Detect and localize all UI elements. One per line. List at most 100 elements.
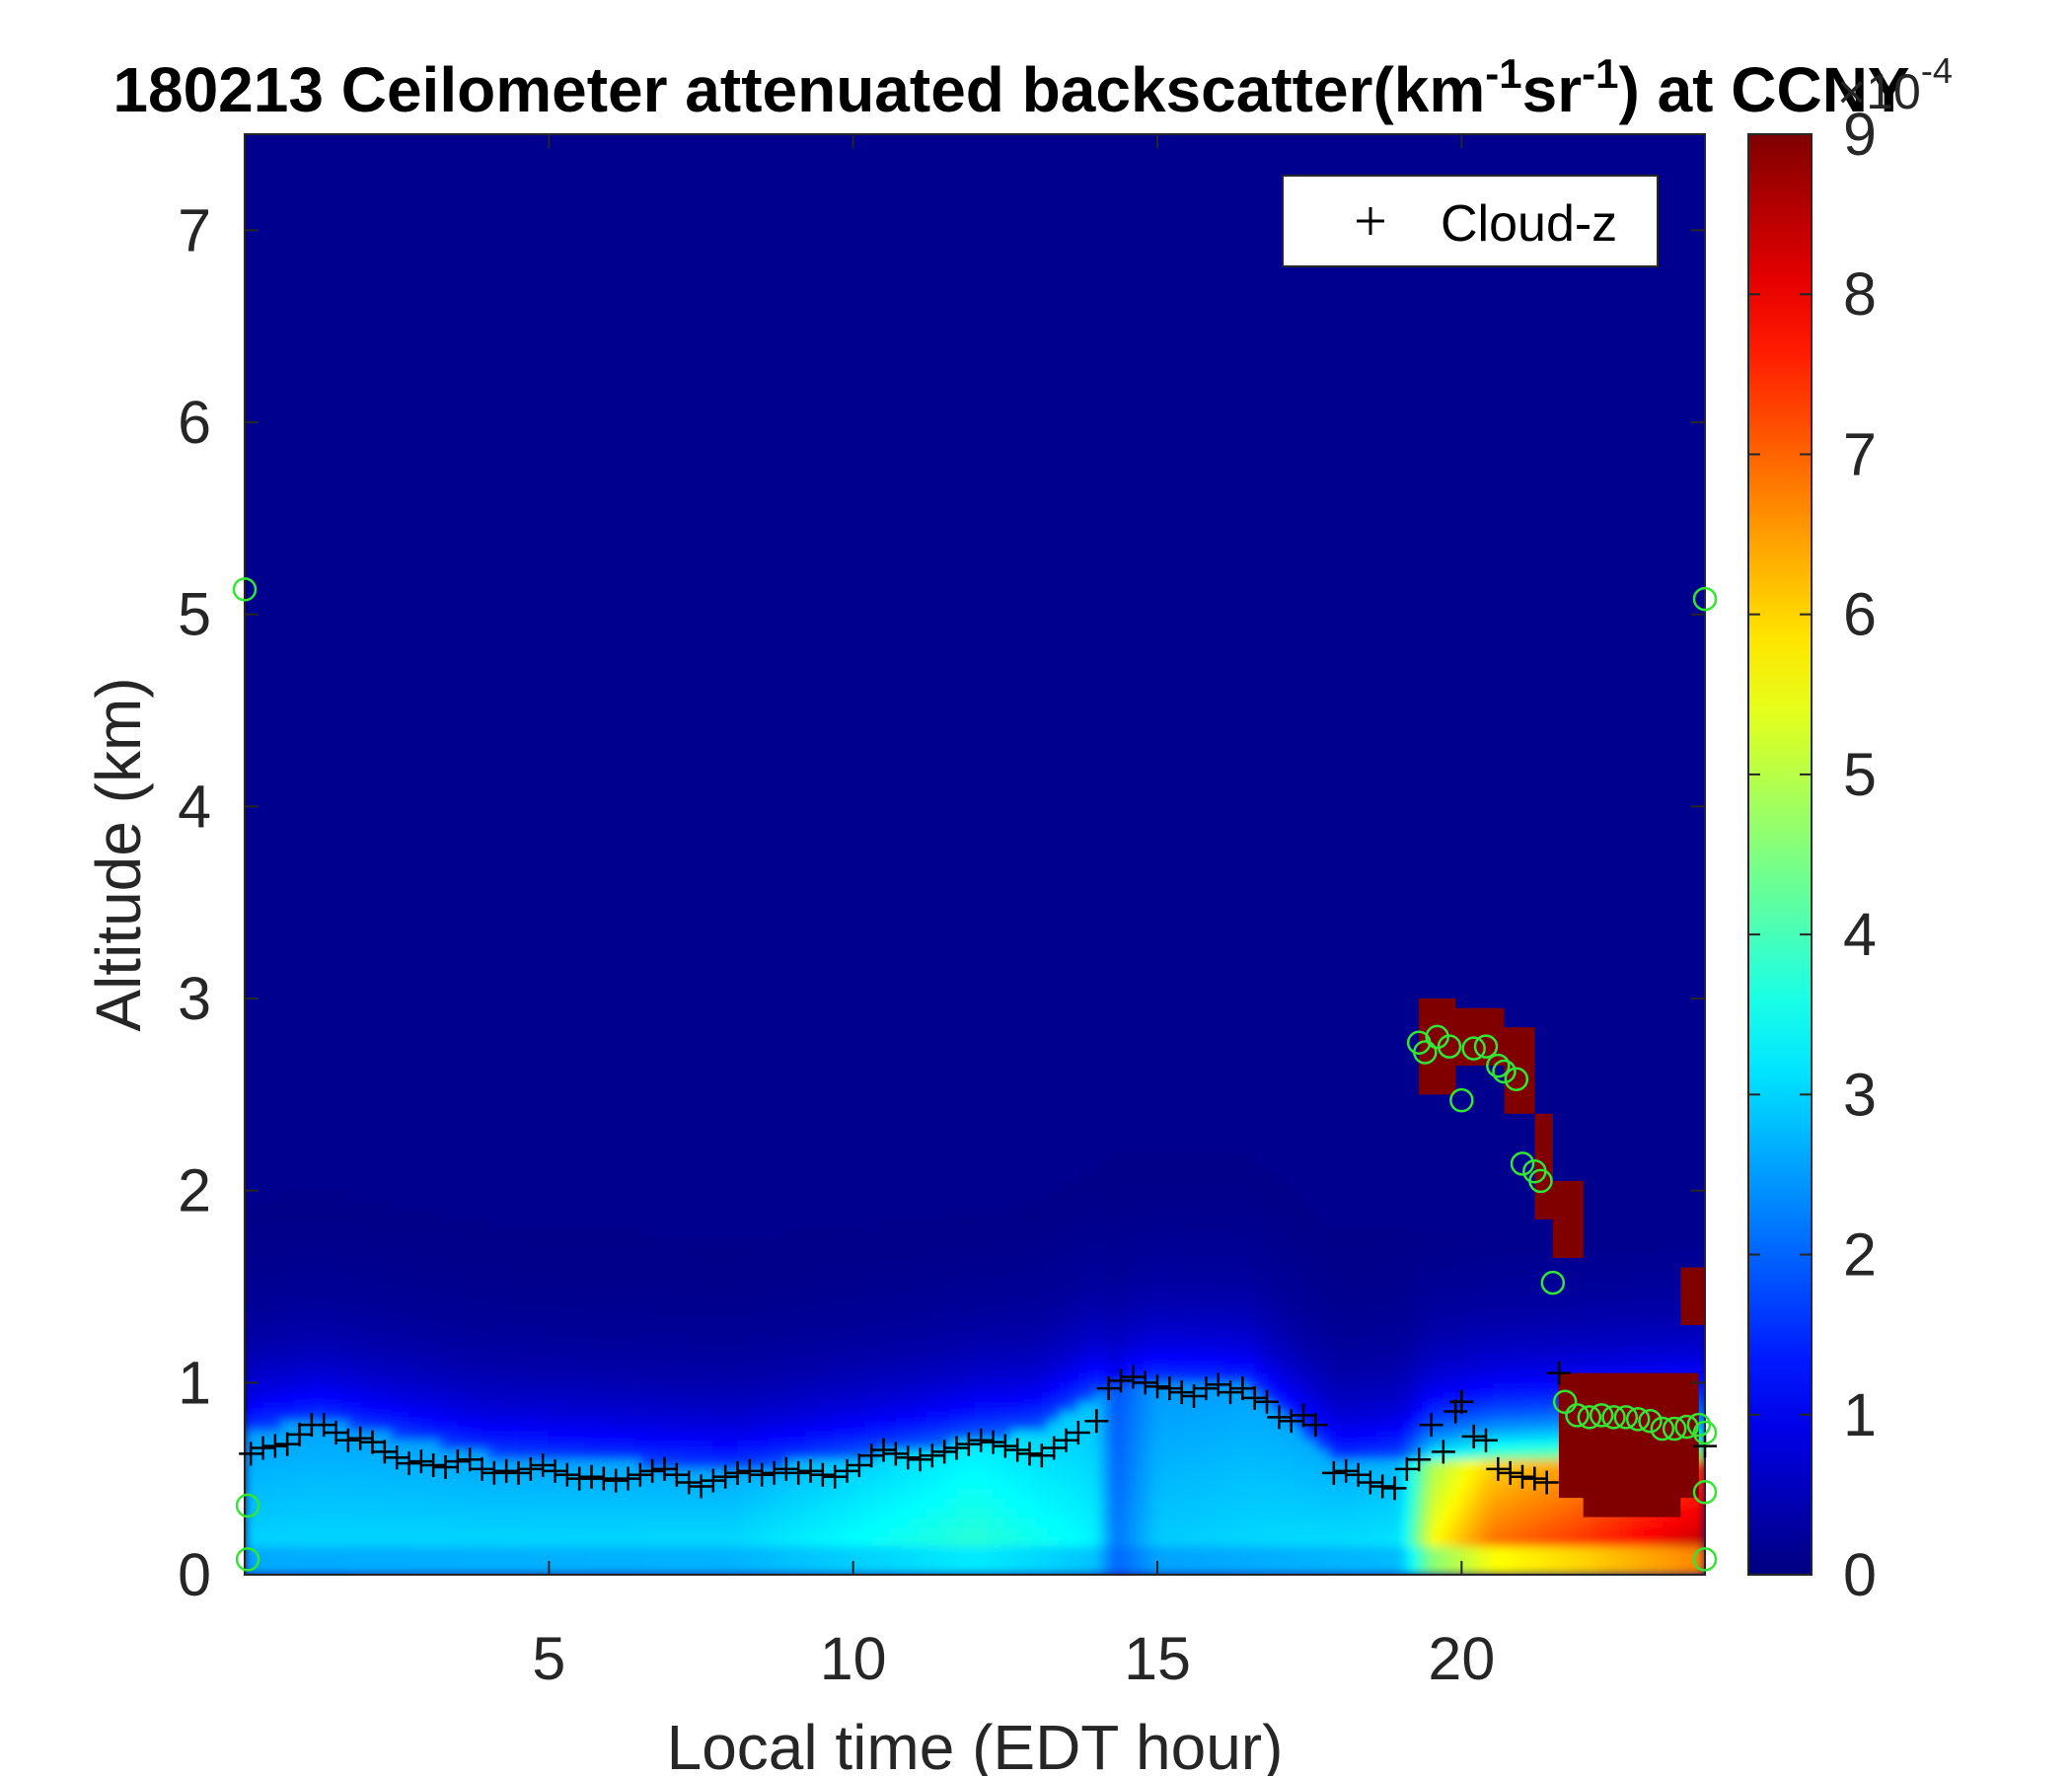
heatmap-cell xyxy=(257,1459,264,1470)
heatmap-cell xyxy=(701,1468,708,1480)
heatmap-cell xyxy=(585,1315,593,1326)
heatmap-cell xyxy=(341,1363,349,1374)
heatmap-cell xyxy=(420,1565,428,1575)
heatmap-cell xyxy=(749,1295,757,1307)
heatmap-cell xyxy=(902,1431,909,1442)
heatmap-cell xyxy=(347,1334,355,1345)
heatmap-cell xyxy=(397,1459,404,1470)
heatmap-cell xyxy=(579,1382,586,1393)
heatmap-cell xyxy=(756,1287,763,1297)
heatmap-cell xyxy=(524,1431,532,1442)
heatmap-cell xyxy=(1029,1238,1037,1249)
heatmap-cell xyxy=(749,1526,757,1537)
heatmap-cell xyxy=(439,1228,447,1239)
heatmap-cell xyxy=(633,1488,641,1499)
heatmap-cell xyxy=(470,1305,477,1316)
heatmap-cell xyxy=(962,1210,970,1221)
heatmap-cell xyxy=(391,1517,398,1527)
heatmap-cell xyxy=(451,1277,459,1288)
heatmap-cell xyxy=(281,1372,288,1383)
heatmap-cell xyxy=(360,1344,367,1355)
heatmap-cell xyxy=(676,1287,684,1297)
heatmap-cell xyxy=(420,1228,428,1239)
heatmap-cell xyxy=(257,1228,264,1239)
heatmap-cell xyxy=(560,1498,568,1509)
heatmap-cell xyxy=(792,1545,799,1557)
heatmap-cell xyxy=(427,1372,434,1383)
heatmap-cell xyxy=(810,1498,818,1509)
heatmap-cell xyxy=(683,1305,690,1316)
heatmap-cell xyxy=(287,1344,294,1355)
heatmap-cell xyxy=(785,1267,793,1278)
heatmap-cell xyxy=(847,1449,854,1460)
heatmap-cell xyxy=(658,1257,666,1269)
heatmap-cell xyxy=(433,1440,440,1451)
heatmap-cell xyxy=(481,1507,489,1518)
heatmap-cell xyxy=(360,1372,367,1383)
heatmap-cell xyxy=(487,1277,495,1288)
heatmap-cell xyxy=(756,1267,763,1278)
heatmap-cell xyxy=(335,1248,343,1259)
heatmap-cell xyxy=(245,1431,252,1442)
heatmap-cell xyxy=(889,1488,897,1499)
heatmap-cell xyxy=(603,1498,611,1509)
heatmap-cell xyxy=(610,1440,617,1451)
heatmap-cell xyxy=(925,1488,933,1499)
heatmap-cell xyxy=(1041,1565,1049,1575)
heatmap-cell xyxy=(931,1392,939,1403)
heatmap-cell xyxy=(975,1315,982,1326)
heatmap-cell xyxy=(841,1372,849,1383)
heatmap-cell xyxy=(847,1382,854,1393)
heatmap-cell xyxy=(245,1421,252,1432)
heatmap-cell xyxy=(1023,1219,1031,1230)
heatmap-cell xyxy=(701,1555,708,1566)
heatmap-cell xyxy=(895,1411,903,1422)
heatmap-cell xyxy=(1054,1431,1061,1442)
heatmap-cell xyxy=(500,1526,507,1537)
heatmap-cell xyxy=(476,1219,483,1230)
heatmap-cell xyxy=(810,1507,818,1518)
heatmap-cell xyxy=(695,1468,703,1480)
heatmap-cell xyxy=(512,1382,520,1393)
heatmap-cell xyxy=(1023,1382,1031,1393)
heatmap-cell xyxy=(487,1238,495,1249)
heatmap-cell xyxy=(573,1431,580,1442)
heatmap-cell xyxy=(372,1507,380,1518)
heatmap-cell xyxy=(391,1219,398,1230)
heatmap-cell xyxy=(524,1248,532,1259)
heatmap-cell xyxy=(931,1257,939,1269)
heatmap-cell xyxy=(391,1305,398,1316)
heatmap-cell xyxy=(251,1507,258,1518)
heatmap-cell xyxy=(543,1440,550,1451)
heatmap-cell xyxy=(999,1411,1006,1422)
heatmap-cell xyxy=(384,1565,392,1575)
heatmap-cell xyxy=(360,1517,367,1527)
heatmap-cell xyxy=(451,1545,459,1557)
heatmap-cell xyxy=(719,1478,726,1489)
heatmap-cell xyxy=(889,1478,897,1489)
heatmap-cell xyxy=(785,1488,793,1499)
heatmap-cell xyxy=(299,1354,307,1365)
heatmap-cell xyxy=(847,1526,854,1537)
heatmap-cell xyxy=(1023,1228,1031,1239)
heatmap-cell xyxy=(1029,1392,1037,1403)
heatmap-cell xyxy=(476,1478,483,1489)
heatmap-cell xyxy=(858,1411,866,1422)
heatmap-cell xyxy=(993,1267,1000,1278)
heatmap-cell xyxy=(262,1315,270,1326)
heatmap-cell xyxy=(731,1344,739,1355)
heatmap-cell xyxy=(925,1287,933,1297)
heatmap-cell xyxy=(487,1440,495,1451)
heatmap-cell xyxy=(883,1363,891,1374)
heatmap-cell xyxy=(281,1344,288,1355)
heatmap-cell xyxy=(902,1555,909,1566)
heatmap-cell xyxy=(251,1421,258,1432)
heatmap-cell xyxy=(1029,1536,1037,1547)
heatmap-cell xyxy=(372,1526,380,1537)
heatmap-cell xyxy=(804,1228,812,1239)
heatmap-cell xyxy=(774,1440,781,1451)
heatmap-cell xyxy=(981,1421,988,1432)
heatmap-cell xyxy=(493,1344,501,1355)
heatmap-cell xyxy=(756,1305,763,1316)
heatmap-cell xyxy=(378,1334,386,1345)
